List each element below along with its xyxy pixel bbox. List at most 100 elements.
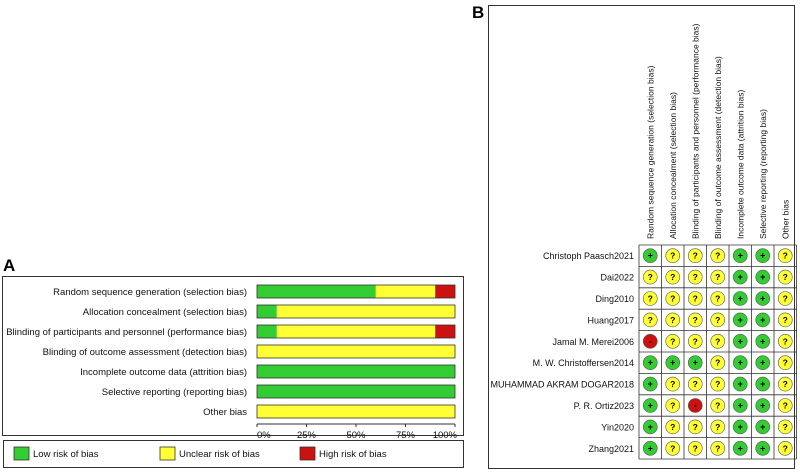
rating-marker xyxy=(777,312,793,328)
rating-marker xyxy=(642,291,658,306)
rating-marker xyxy=(687,312,703,328)
rating-marker xyxy=(665,440,681,456)
bar-high xyxy=(435,325,455,338)
rating-marker xyxy=(687,269,703,285)
rating-marker xyxy=(755,248,771,263)
study-label: Huang2017 xyxy=(587,315,634,325)
rating-marker xyxy=(642,376,658,392)
study-label: P. R. Ortiz2023 xyxy=(574,401,634,411)
rating-marker xyxy=(687,248,703,263)
rating-marker xyxy=(642,419,658,435)
study-label: Jamal M. Merei2006 xyxy=(552,337,634,347)
rating-symbol: ? xyxy=(670,401,675,411)
rating-symbol: ? xyxy=(693,272,698,282)
rating-marker xyxy=(755,291,771,306)
rating-marker xyxy=(665,291,681,306)
rating-symbol: ? xyxy=(670,443,675,453)
rating-symbol: ? xyxy=(715,251,720,261)
rating-symbol: + xyxy=(738,358,743,368)
rating-marker xyxy=(710,291,726,306)
rating-marker xyxy=(755,398,771,413)
rating-symbol: + xyxy=(738,379,743,389)
column-header: Random sequence generation (selection bi… xyxy=(645,65,655,239)
column-header: Allocation concealment (selection bias) xyxy=(668,92,678,239)
rating-marker xyxy=(732,248,748,263)
x-tick-label: 100% xyxy=(433,430,458,441)
rating-symbol: ? xyxy=(693,379,698,389)
rating-symbol: - xyxy=(649,336,652,346)
rating-marker xyxy=(732,291,748,306)
category-label: Selective reporting (reporting bias) xyxy=(102,387,247,398)
bar-unclear xyxy=(257,345,455,358)
rating-marker xyxy=(665,312,681,328)
rating-symbol: ? xyxy=(783,443,788,453)
bar-low xyxy=(257,285,376,298)
rating-symbol: ? xyxy=(693,315,698,325)
rating-marker xyxy=(665,269,681,285)
rating-marker xyxy=(687,355,703,371)
study-label: Zhang2021 xyxy=(588,444,634,454)
bar-outline xyxy=(256,284,456,299)
rating-symbol: ? xyxy=(648,315,653,325)
bar-outline xyxy=(256,304,456,319)
study-label: MUHAMMAD AKRAM DOGAR2018 xyxy=(490,380,634,390)
rating-marker xyxy=(687,398,703,413)
legend-swatch-unclear xyxy=(159,446,176,461)
rating-marker xyxy=(710,440,726,456)
rating-marker xyxy=(755,333,771,349)
bar-outline xyxy=(256,324,456,339)
rating-symbol: + xyxy=(738,401,743,411)
rating-marker xyxy=(777,269,793,285)
bar-low xyxy=(257,325,277,338)
category-label: Other bias xyxy=(203,407,247,418)
rating-marker xyxy=(687,291,703,306)
bar-low xyxy=(257,385,455,398)
rating-symbol: ? xyxy=(715,315,720,325)
rating-symbol: ? xyxy=(715,358,720,368)
study-label: Yin2020 xyxy=(601,422,634,432)
legend-label-unclear: Unclear risk of bias xyxy=(179,449,260,460)
rating-marker xyxy=(642,312,658,328)
rating-marker xyxy=(755,355,771,371)
rating-marker xyxy=(710,355,726,371)
rating-symbol: + xyxy=(670,358,675,368)
rating-marker xyxy=(755,269,771,285)
rating-marker xyxy=(687,376,703,392)
column-header: Blinding of outcome assessment (detectio… xyxy=(713,56,723,239)
rating-marker xyxy=(732,355,748,371)
rating-marker xyxy=(732,419,748,435)
study-label: Ding2010 xyxy=(595,294,634,304)
bar-outline xyxy=(256,384,456,399)
rating-symbol: ? xyxy=(715,379,720,389)
rating-symbol: ? xyxy=(715,422,720,432)
rating-marker xyxy=(642,398,658,413)
rating-marker xyxy=(665,376,681,392)
legend-swatch-high xyxy=(299,446,316,461)
panel-a-letter: A xyxy=(3,256,16,275)
rating-marker xyxy=(732,440,748,456)
rating-symbol: + xyxy=(738,422,743,432)
x-tick-label: 25% xyxy=(297,430,317,441)
rating-marker xyxy=(665,398,681,413)
legend-swatch-low xyxy=(13,446,30,461)
study-label: M. W. Christoffersen2014 xyxy=(533,358,634,368)
rating-marker xyxy=(710,376,726,392)
rating-marker xyxy=(642,269,658,285)
rating-symbol: ? xyxy=(783,251,788,261)
rating-symbol: + xyxy=(648,358,653,368)
rating-marker xyxy=(665,419,681,435)
rating-marker xyxy=(755,376,771,392)
rating-marker xyxy=(665,248,681,263)
rating-symbol: ? xyxy=(670,294,675,304)
rating-symbol: + xyxy=(760,336,765,346)
rating-symbol: ? xyxy=(670,315,675,325)
rating-marker xyxy=(710,398,726,413)
bar-unclear xyxy=(257,405,455,418)
rating-symbol: ? xyxy=(783,358,788,368)
rating-symbol: ? xyxy=(648,272,653,282)
rating-symbol: ? xyxy=(783,294,788,304)
rating-marker xyxy=(777,355,793,371)
rating-marker xyxy=(777,376,793,392)
rating-symbol: ? xyxy=(670,272,675,282)
